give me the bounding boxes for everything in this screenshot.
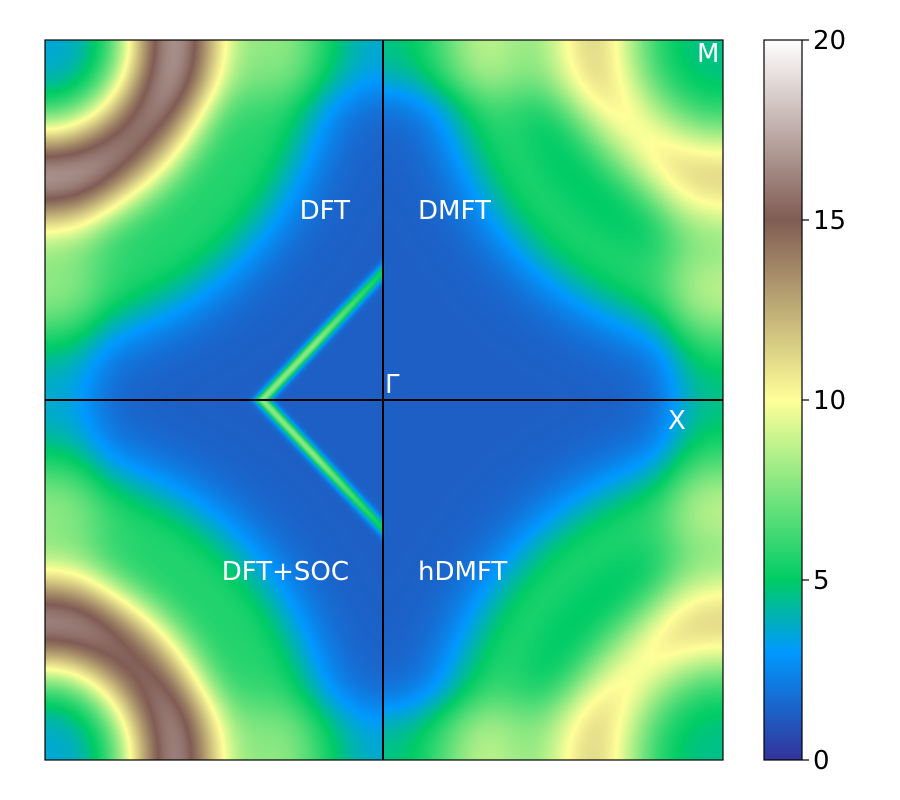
colorbar-fill (764, 40, 802, 760)
colorbar-tick-label: 5 (813, 566, 830, 596)
k-point-x: X (668, 406, 686, 436)
k-point-gamma: Γ (385, 370, 400, 400)
colorbar: 0 5 10 15 20 (763, 26, 846, 776)
k-point-m: M (697, 39, 719, 69)
quadrant-label-dft: DFT (300, 196, 351, 226)
quadrant-label-dft-soc: DFT+SOC (222, 557, 349, 587)
quadrant-label-hdmft: hDMFT (418, 557, 507, 587)
colorbar-tick-label: 10 (813, 386, 846, 416)
colorbar-tick-label: 20 (813, 26, 846, 56)
colorbar-tick-label: 0 (813, 746, 830, 776)
quadrant-label-dmft: DMFT (418, 196, 491, 226)
colorbar-ticks: 0 5 10 15 20 (802, 26, 846, 776)
plot-frame (44, 39, 724, 761)
colorbar-tick-label: 15 (813, 206, 846, 236)
heatmap-plot: DFT DMFT DFT+SOC hDMFT Γ X M (44, 39, 724, 761)
